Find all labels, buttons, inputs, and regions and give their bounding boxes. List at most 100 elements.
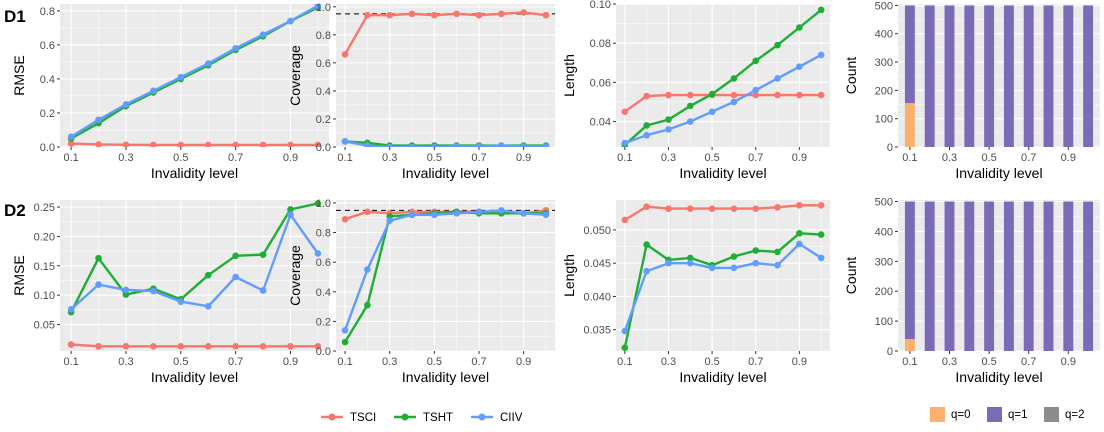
point-tsci	[752, 205, 760, 212]
point-tsci	[287, 141, 294, 147]
chart-panels: 0.0 0.2 0.4 0.6 0.8 0.1 0.3 0.5 0.7 0.9 Invalidity…	[11, 0, 1100, 385]
y-tick-label: 0.2	[40, 108, 55, 120]
point-tsht	[643, 241, 650, 248]
x-tick-label: 0.7	[471, 356, 486, 368]
point-ciiv	[643, 267, 650, 275]
y-tick-label: 200	[875, 286, 893, 298]
point-tsci	[95, 141, 102, 147]
bar-q-1-1	[1083, 5, 1094, 147]
y-tick-label: 500	[875, 196, 893, 208]
point-ciiv	[498, 207, 505, 214]
data-layer	[67, 4, 322, 147]
data-layer	[67, 200, 322, 350]
x-axis-title: Invalidity level	[151, 369, 238, 385]
bar-q-1-0-4	[964, 201, 975, 351]
y-tick-label: 100	[875, 316, 893, 328]
point-ciiv	[475, 208, 483, 216]
point-tsci	[520, 9, 527, 16]
bar-q-1-0-2	[924, 201, 935, 351]
point-tsci	[341, 215, 349, 223]
y-tick-label: 0.045	[583, 258, 611, 270]
bar-q-0-0-1	[904, 339, 915, 351]
point-tsci	[796, 202, 803, 209]
bar-legend: q=0 q=1 q=2	[930, 407, 1085, 422]
point-tsci	[204, 342, 212, 350]
bar-q-1-0-8	[1043, 201, 1054, 351]
legend-label-q0: q=0	[951, 409, 971, 421]
point-ciiv	[498, 142, 505, 147]
point-tsci	[364, 208, 371, 216]
x-tick-label: 0.5	[427, 152, 442, 164]
x-tick-label: 0.7	[748, 152, 763, 164]
series-line-tsht	[343, 210, 546, 343]
x-tick-label: 0.1	[902, 356, 917, 368]
point-tsci	[542, 11, 550, 19]
point-tsht	[204, 271, 212, 279]
data-layer	[621, 202, 825, 351]
panel-background	[336, 4, 555, 147]
point-tsht	[287, 206, 294, 213]
point-tsci	[259, 141, 267, 147]
x-tick-label: 0.9	[516, 356, 531, 368]
bar-q-0-0-1	[904, 103, 915, 147]
y-tick-label: 0.6	[316, 58, 331, 70]
legend-swatch-q1	[987, 407, 1002, 422]
x-tick-label: 0.9	[792, 356, 807, 368]
legend-swatch-q0	[930, 407, 945, 422]
point-tsht	[122, 291, 130, 298]
y-axis-title: Coverage	[287, 245, 303, 306]
x-tick-label: 0.3	[942, 356, 957, 368]
point-ciiv	[453, 143, 460, 147]
point-tsci	[453, 10, 460, 18]
point-tsci	[386, 11, 393, 19]
bar-q-1-0-3	[944, 5, 955, 147]
x-tick-label: 0.7	[748, 356, 763, 368]
y-tick-label: 0.8	[316, 30, 331, 42]
series-line-ciiv	[343, 209, 547, 331]
y-axis-title: RMSE	[11, 255, 27, 295]
series-line-tsci	[71, 142, 318, 147]
point-tsci	[177, 342, 185, 350]
x-tick-label: 0.9	[283, 356, 298, 368]
point-tsht	[752, 57, 760, 65]
y-tick-label: 0.25	[34, 202, 55, 214]
x-tick-label: 0.1	[63, 356, 78, 368]
point-ciiv	[453, 210, 460, 217]
y-tick-label: 0.050	[583, 225, 611, 237]
point-tsci	[817, 91, 825, 99]
point-tsci	[232, 141, 239, 147]
y-tick-label: 400	[875, 29, 893, 41]
y-tick-label: 300	[875, 256, 893, 268]
x-tick-label: 0.9	[283, 152, 298, 164]
point-tsht	[686, 102, 694, 110]
legend-entry-q1: q=1	[987, 407, 1028, 422]
point-ciiv	[177, 298, 185, 305]
bar-q-1-0-5	[984, 5, 995, 147]
point-tsci	[122, 342, 130, 350]
y-tick-label: 400	[875, 226, 893, 238]
x-tick-label: 0.7	[228, 152, 243, 164]
point-ciiv	[204, 60, 212, 67]
point-tsht	[665, 116, 672, 123]
point-ciiv	[122, 101, 130, 108]
y-tick-label: 0.040	[583, 291, 611, 303]
point-tsht	[341, 338, 349, 346]
x-tick-label: 0.7	[228, 356, 243, 368]
y-tick-label: 0.4	[40, 74, 55, 86]
y-tick-label: 0.6	[316, 257, 331, 269]
point-ciiv	[643, 131, 650, 139]
series-line-tsci	[624, 204, 822, 222]
point-ciiv	[386, 217, 393, 225]
point-ciiv	[314, 250, 322, 257]
series-line-ciiv	[623, 242, 822, 332]
point-tsht	[95, 254, 102, 262]
x-tick-label: 0.3	[942, 152, 957, 164]
point-tsci	[686, 205, 694, 212]
x-tick-label: 0.5	[173, 152, 188, 164]
bar-q-1-0-6	[1003, 5, 1014, 147]
x-tick-label: 0.9	[1061, 356, 1076, 368]
point-ciiv	[752, 259, 760, 267]
y-tick-label: 0.10	[34, 290, 55, 302]
data-layer	[336, 9, 555, 147]
y-tick-label: 0.06	[590, 77, 611, 89]
